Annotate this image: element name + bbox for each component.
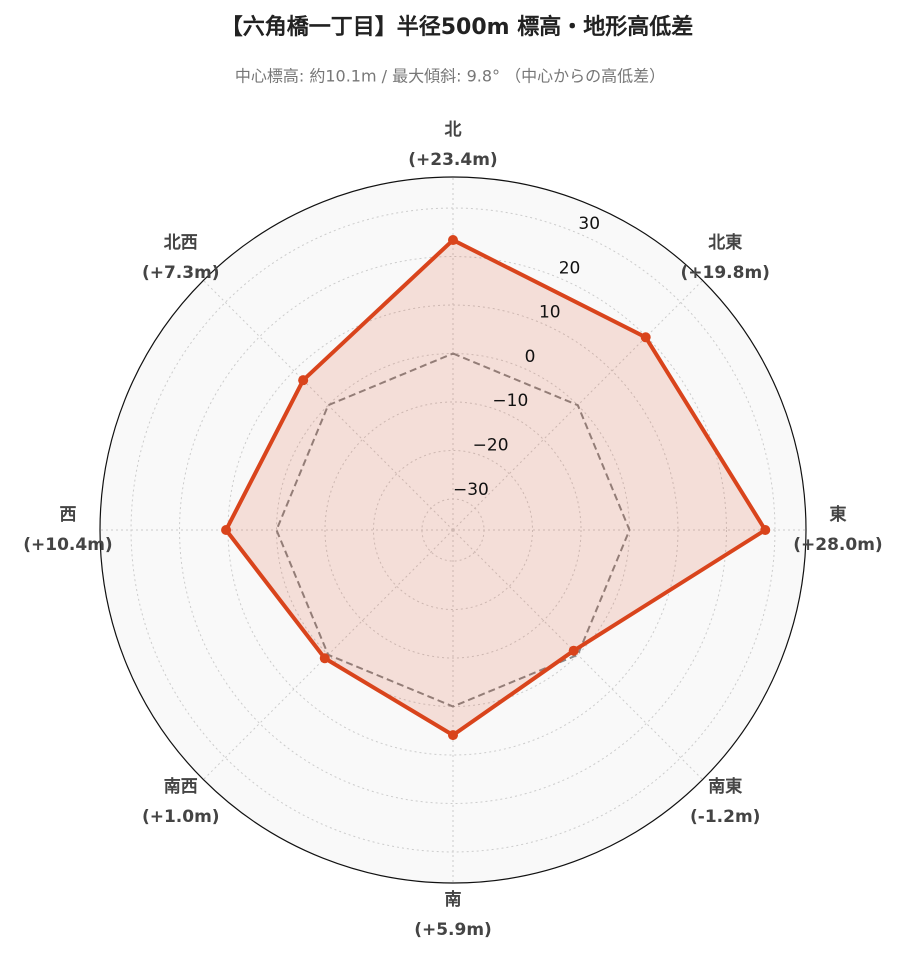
value-label: (+5.9m) <box>414 920 492 940</box>
value-label: (+10.4m) <box>23 535 112 555</box>
r-tick-label: 0 <box>525 347 536 367</box>
reference-line <box>275 352 631 708</box>
data-point <box>319 653 330 664</box>
data-point <box>568 645 579 656</box>
grid-circle <box>179 256 727 804</box>
r-tick-label: −10 <box>492 391 528 411</box>
chart-title: 【六角橋一丁目】半径500m 標高・地形高低差 <box>221 14 694 40</box>
spoke <box>203 280 454 531</box>
value-label: (+1.0m) <box>142 807 220 827</box>
category-label: 南東 <box>708 776 742 797</box>
category-label: 南 <box>445 889 462 910</box>
r-tick-label: 20 <box>559 258 581 278</box>
r-tick-label: −20 <box>473 435 509 455</box>
category-label: 東 <box>830 504 847 525</box>
category-label: 南西 <box>164 776 198 797</box>
r-tick-label: 10 <box>539 303 561 323</box>
spoke <box>452 529 703 780</box>
data-point <box>448 730 458 741</box>
data-point <box>221 525 232 535</box>
data-point <box>640 332 651 343</box>
data-point <box>298 375 309 386</box>
data-point <box>760 525 771 535</box>
r-tick-label: 30 <box>578 214 600 234</box>
grid-circle <box>324 401 582 659</box>
r-tick-label: −30 <box>453 480 489 500</box>
category-label: 北東 <box>708 232 742 253</box>
value-label: (+28.0m) <box>793 535 882 555</box>
category-label: 西 <box>60 505 77 525</box>
category-label: 北 <box>445 120 462 140</box>
category-label: 北西 <box>164 233 198 253</box>
value-label: (+7.3m) <box>142 263 220 283</box>
data-point <box>448 235 458 246</box>
grid-circle <box>372 449 534 611</box>
chart-subtitle: 中心標高: 約10.1m / 最大傾斜: 9.8° （中心からの高低差） <box>235 67 665 86</box>
value-label: (-1.2m) <box>690 807 760 827</box>
value-label: (+23.4m) <box>408 150 497 170</box>
outer-circle <box>99 176 807 884</box>
value-label: (+19.8m) <box>681 263 770 283</box>
